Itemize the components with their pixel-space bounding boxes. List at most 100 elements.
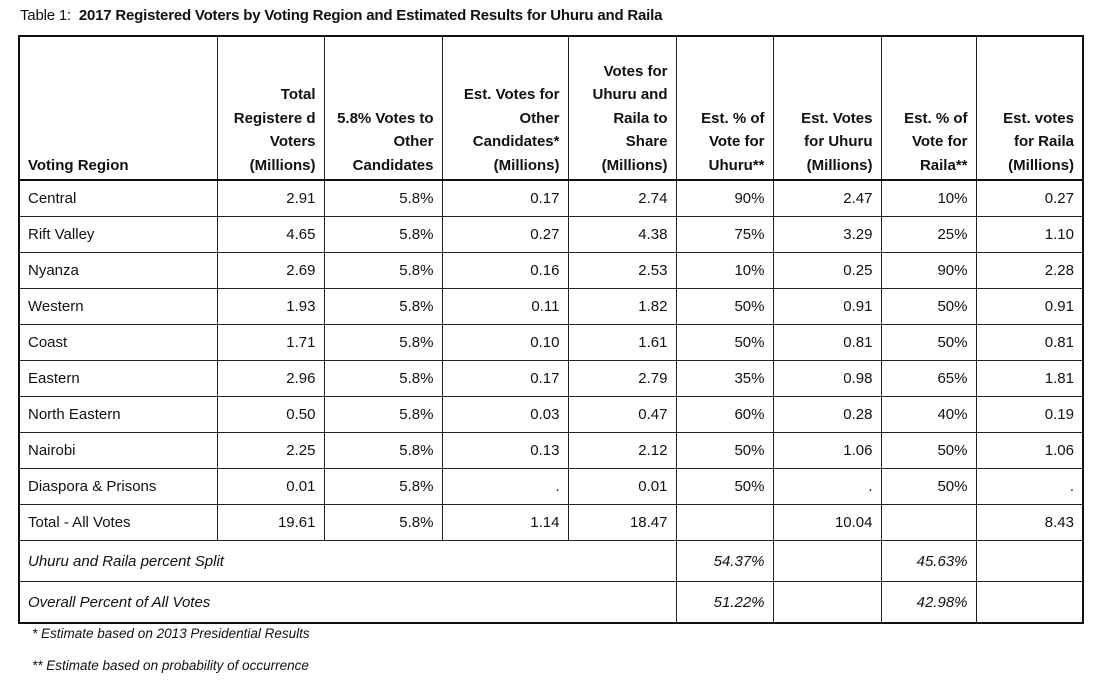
- footnote-1: * Estimate based on 2013 Presidential Re…: [32, 626, 310, 641]
- value-cell: 2.28: [975, 252, 1084, 289]
- value-cell: 5.8%: [323, 179, 443, 217]
- table-row: North Eastern 0.50 5.8% 0.03 0.47 60% 0.28 40% 0…: [18, 396, 1084, 433]
- value-cell: 5.8%: [323, 360, 443, 397]
- value-cell: .: [441, 468, 569, 505]
- empty-cell: [975, 581, 1084, 624]
- table-row: Nyanza 2.69 5.8% 0.16 2.53 10% 0.25 90% 2.28: [18, 252, 1084, 289]
- table-row: Western 1.93 5.8% 0.11 1.82 50% 0.91 50% 0.91: [18, 288, 1084, 325]
- value-cell: 10.04: [772, 504, 882, 541]
- value-cell: 0.27: [441, 216, 569, 253]
- value-cell: 0.81: [772, 324, 882, 361]
- value-cell: 0.19: [975, 396, 1084, 433]
- value-cell: 1.93: [216, 288, 325, 325]
- empty-cell: [772, 581, 882, 624]
- value-cell: 2.74: [567, 179, 677, 217]
- uhuru-percent: 54.37%: [675, 540, 774, 582]
- value-cell: 0.16: [441, 252, 569, 289]
- value-cell: 4.38: [567, 216, 677, 253]
- value-cell: 1.81: [975, 360, 1084, 397]
- value-cell: 60%: [675, 396, 774, 433]
- value-cell: 65%: [880, 360, 977, 397]
- table-row: Central 2.91 5.8% 0.17 2.74 90% 2.47 10% 0.27: [18, 179, 1084, 217]
- caption-prefix: Table 1:: [20, 7, 71, 24]
- value-cell: 5.8%: [323, 252, 443, 289]
- table-row: Coast 1.71 5.8% 0.10 1.61 50% 0.81 50% 0.81: [18, 324, 1084, 361]
- value-cell: 50%: [880, 324, 977, 361]
- value-cell: 40%: [880, 396, 977, 433]
- column-header: Est. Votes for Uhuru (Millions): [772, 35, 882, 181]
- value-cell: 0.81: [975, 324, 1084, 361]
- value-cell: 50%: [880, 432, 977, 469]
- value-cell: 0.91: [975, 288, 1084, 325]
- value-cell: 5.8%: [323, 396, 443, 433]
- value-cell: 19.61: [216, 504, 325, 541]
- value-cell: 10%: [880, 179, 977, 217]
- value-cell: 2.12: [567, 432, 677, 469]
- value-cell: 3.29: [772, 216, 882, 253]
- value-cell: 1.10: [975, 216, 1084, 253]
- summary-label: Overall Percent of All Votes: [18, 581, 677, 624]
- header-row: Voting Region Total Registere d Voters (M…: [18, 35, 1084, 181]
- value-cell: 0.01: [216, 468, 325, 505]
- value-cell: 0.98: [772, 360, 882, 397]
- value-cell: 8.43: [975, 504, 1084, 541]
- value-cell: [675, 504, 774, 541]
- value-cell: 1.06: [772, 432, 882, 469]
- value-cell: 50%: [675, 288, 774, 325]
- value-cell: 1.61: [567, 324, 677, 361]
- table-caption: Table 1: 2017 Registered Voters by Votin…: [20, 7, 662, 24]
- value-cell: 5.8%: [323, 324, 443, 361]
- value-cell: 0.11: [441, 288, 569, 325]
- value-cell: 50%: [675, 468, 774, 505]
- value-cell: 50%: [880, 288, 977, 325]
- caption-title: 2017 Registered Voters by Voting Region …: [78, 7, 663, 24]
- table-row: Eastern 2.96 5.8% 0.17 2.79 35% 0.98 65% 1.81: [18, 360, 1084, 397]
- footnote-2: ** Estimate based on probability of occu…: [32, 658, 309, 673]
- empty-cell: [975, 540, 1084, 582]
- region-cell: Western: [18, 288, 218, 325]
- value-cell: 0.28: [772, 396, 882, 433]
- table-row: Diaspora & Prisons 0.01 5.8%. 0.01 50%. 50%.: [18, 468, 1084, 505]
- value-cell: 5.8%: [323, 468, 443, 505]
- region-cell: Eastern: [18, 360, 218, 397]
- column-header: Est. % of Vote for Raila**: [880, 35, 977, 181]
- value-cell: 2.25: [216, 432, 325, 469]
- value-cell: 90%: [675, 179, 774, 217]
- column-header: Est. Votes for Other Candidates* (Millio…: [441, 35, 569, 181]
- value-cell: .: [975, 468, 1084, 505]
- raila-percent: 42.98%: [880, 581, 977, 624]
- value-cell: 50%: [675, 432, 774, 469]
- value-cell: 50%: [675, 324, 774, 361]
- value-cell: 25%: [880, 216, 977, 253]
- value-cell: 0.03: [441, 396, 569, 433]
- value-cell: 0.50: [216, 396, 325, 433]
- summary-row: Uhuru and Raila percent Split 54.37% 45.63…: [18, 540, 1084, 582]
- region-cell: Central: [18, 179, 218, 217]
- uhuru-percent: 51.22%: [675, 581, 774, 624]
- value-cell: [880, 504, 977, 541]
- value-cell: 10%: [675, 252, 774, 289]
- summary-row: Overall Percent of All Votes 51.22% 42.98%: [18, 581, 1084, 624]
- region-cell: North Eastern: [18, 396, 218, 433]
- value-cell: 0.13: [441, 432, 569, 469]
- value-cell: 2.91: [216, 179, 325, 217]
- value-cell: 0.91: [772, 288, 882, 325]
- column-header: Est. votes for Raila (Millions): [975, 35, 1084, 181]
- summary-label: Uhuru and Raila percent Split: [18, 540, 677, 582]
- column-header: Votes for Uhuru and Raila to Share (Mill…: [567, 35, 677, 181]
- table-row: Nairobi 2.25 5.8% 0.13 2.12 50% 1.06 50% 1.06: [18, 432, 1084, 469]
- value-cell: 5.8%: [323, 216, 443, 253]
- region-cell: Coast: [18, 324, 218, 361]
- value-cell: .: [772, 468, 882, 505]
- empty-cell: [772, 540, 882, 582]
- value-cell: 5.8%: [323, 288, 443, 325]
- column-header: 5.8% Votes to Other Candidates: [323, 35, 443, 181]
- value-cell: 2.53: [567, 252, 677, 289]
- region-cell: Nairobi: [18, 432, 218, 469]
- value-cell: 0.17: [441, 360, 569, 397]
- value-cell: 2.79: [567, 360, 677, 397]
- voters-table: Voting Region Total Registere d Voters (M…: [18, 35, 1084, 624]
- column-header: Est. % of Vote for Uhuru**: [675, 35, 774, 181]
- value-cell: 0.17: [441, 179, 569, 217]
- region-cell: Nyanza: [18, 252, 218, 289]
